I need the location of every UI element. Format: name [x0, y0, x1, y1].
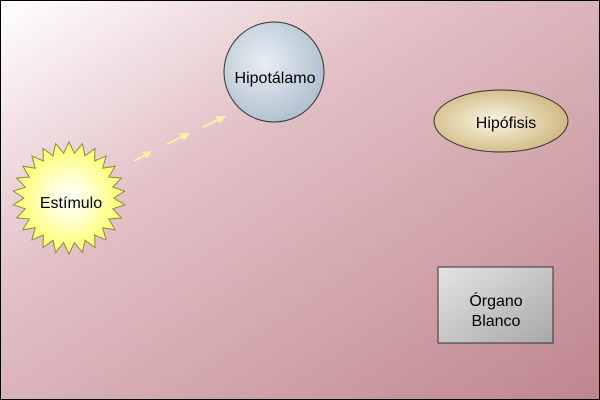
- hipofisis-node: [433, 89, 569, 153]
- estimulo-node: [12, 140, 126, 256]
- hipofisis-label: Hipófisis: [475, 115, 537, 132]
- stimulus-arrow: [133, 116, 227, 162]
- hipotalamo-label: Hipotálamo: [234, 70, 316, 87]
- organo-blanco-label: Órgano Blanco: [438, 292, 554, 332]
- organo-blanco-node: [437, 266, 554, 344]
- hipotalamo-node: [223, 21, 325, 123]
- organo-blanco-line2: Blanco: [471, 313, 521, 330]
- organo-blanco-line1: Órgano: [469, 293, 523, 310]
- estimulo-label: Estímulo: [39, 195, 103, 212]
